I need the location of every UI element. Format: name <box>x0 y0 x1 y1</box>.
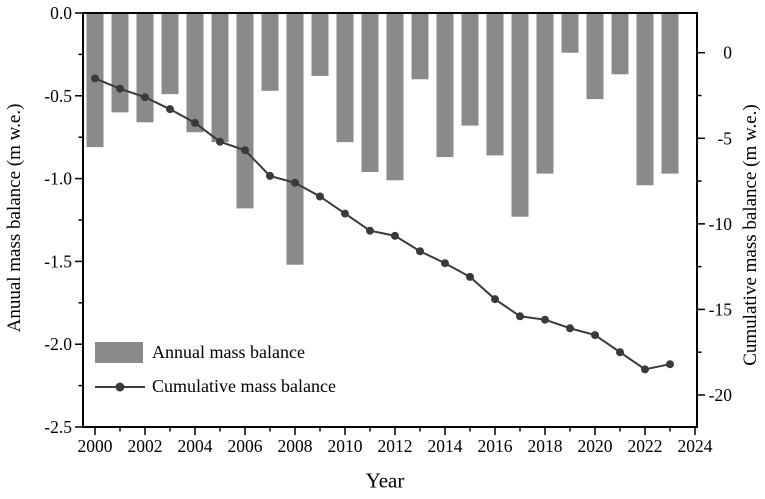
bar-2006 <box>236 13 254 209</box>
point-2023 <box>666 360 674 369</box>
right-tick-label: -15 <box>709 299 733 319</box>
bar-2001 <box>111 13 129 113</box>
legend-label-annual: Annual mass balance <box>152 342 305 362</box>
bar-2002 <box>136 13 154 123</box>
right-tick-label: -5 <box>717 128 732 148</box>
bar-2005 <box>211 13 229 143</box>
x-tick-label: 2024 <box>678 436 713 456</box>
point-2006 <box>241 146 249 155</box>
bar-2016 <box>486 13 504 156</box>
legend-label-cumulative: Cumulative mass balance <box>152 376 336 396</box>
point-2007 <box>266 171 274 180</box>
x-tick-label: 2022 <box>628 436 663 456</box>
bar-2014 <box>436 13 454 158</box>
bar-2018 <box>536 13 554 174</box>
left-tick-label: -2.5 <box>44 417 72 437</box>
right-tick-label: 0 <box>723 43 732 63</box>
point-2011 <box>366 226 374 235</box>
left-axis-title: Anuual mass balance (m w.e.) <box>4 103 25 333</box>
point-2015 <box>466 272 474 281</box>
bar-2022 <box>636 13 654 186</box>
point-2014 <box>441 259 449 268</box>
bar-2010 <box>336 13 354 143</box>
point-2018 <box>541 315 549 324</box>
bar-2015 <box>461 13 479 126</box>
bar-2009 <box>311 13 329 76</box>
legend-item-annual: Annual mass balance <box>95 342 336 363</box>
bar-2011 <box>361 13 379 172</box>
x-axis-title: Year <box>365 468 405 493</box>
point-2010 <box>341 209 349 218</box>
cumulative-line-swatch <box>95 382 145 391</box>
x-tick-label: 2014 <box>428 436 463 456</box>
bar-2007 <box>261 13 279 91</box>
bar-2017 <box>511 13 529 217</box>
left-tick-label: -1.0 <box>44 169 72 189</box>
point-2004 <box>191 118 199 127</box>
x-tick-label: 2008 <box>278 436 313 456</box>
legend: Annual mass balance Cumulative mass bala… <box>95 342 336 410</box>
bar-2020 <box>586 13 604 100</box>
bar-2003 <box>161 13 179 95</box>
point-2022 <box>641 365 649 374</box>
point-2003 <box>166 105 174 114</box>
x-tick-label: 2012 <box>378 436 413 456</box>
bar-2023 <box>661 13 679 174</box>
right-tick-label: -20 <box>709 385 733 405</box>
point-2017 <box>516 312 524 321</box>
x-tick-label: 2004 <box>178 436 213 456</box>
point-2016 <box>491 295 499 304</box>
bar-2019 <box>561 13 579 53</box>
x-tick-label: 2006 <box>228 436 263 456</box>
cumulative-marker-icon <box>115 382 125 391</box>
bar-2012 <box>386 13 404 181</box>
point-2021 <box>616 348 624 357</box>
left-tick-label: -2.0 <box>44 334 72 354</box>
point-2019 <box>566 324 574 333</box>
left-tick-label: -0.5 <box>44 86 72 106</box>
x-tick-label: 2018 <box>528 436 563 456</box>
annual-bar-swatch <box>95 342 143 363</box>
x-tick-label: 2010 <box>328 436 363 456</box>
point-2013 <box>416 247 424 256</box>
x-tick-label: 2020 <box>578 436 613 456</box>
bar-2004 <box>186 13 204 133</box>
x-tick-label: 2000 <box>78 436 113 456</box>
bar-2013 <box>411 13 429 80</box>
cumulative-line <box>94 77 671 371</box>
point-2020 <box>591 331 599 340</box>
point-2002 <box>141 93 149 102</box>
left-tick-label: 0.0 <box>50 3 72 23</box>
bar-2008 <box>286 13 304 265</box>
bar-2021 <box>611 13 629 75</box>
point-2008 <box>291 178 299 187</box>
point-2001 <box>116 84 124 93</box>
x-tick-label: 2016 <box>478 436 513 456</box>
point-2000 <box>91 74 99 83</box>
right-axis-title: Cumulative mass balance (m w.e.) <box>740 104 761 366</box>
legend-item-cumulative: Cumulative mass balance <box>95 376 336 397</box>
right-tick-label: -10 <box>709 214 733 234</box>
left-tick-label: -1.5 <box>44 251 72 271</box>
point-2012 <box>391 231 399 240</box>
point-2009 <box>316 192 324 201</box>
point-2005 <box>216 137 224 146</box>
x-tick-label: 2002 <box>128 436 163 456</box>
